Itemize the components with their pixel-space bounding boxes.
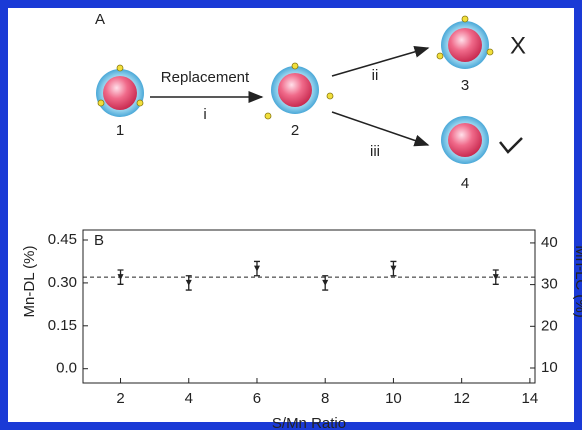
arrow — [332, 112, 428, 145]
figure: A 1 Replacement i 2 ii iii 3 X 4 B 2 4 6 8 1… — [0, 0, 582, 430]
ligand — [462, 16, 468, 22]
check-mark — [500, 138, 522, 152]
x-tick-label: 6 — [253, 390, 261, 407]
particle — [96, 69, 144, 117]
particle — [441, 21, 489, 69]
ligand — [117, 65, 123, 71]
x-tick-label: 14 — [522, 390, 539, 407]
data-point — [186, 280, 192, 286]
particle — [441, 116, 489, 164]
y-tick-label: 0.45 — [48, 231, 77, 248]
particle-label: 2 — [291, 122, 299, 139]
y2-tick-label: 30 — [541, 276, 558, 293]
y2-tick-label: 20 — [541, 317, 558, 334]
y-tick-label: 0.0 — [56, 360, 77, 377]
y-axis-label: Mn-DL (%) — [21, 246, 38, 318]
x-tick-label: 4 — [185, 390, 193, 407]
arrow — [332, 48, 428, 76]
panel-b: B 2 4 6 8 10 12 14 0.0 0.15 0.30 0.45 10 20 30 40 S/Mn … — [21, 230, 582, 430]
x-axis-label: S/Mn Ratio — [272, 415, 346, 430]
panel-label: B — [94, 232, 104, 249]
x-tick-label: 8 — [321, 390, 329, 407]
ligand — [437, 53, 443, 59]
y-tick-label: 0.15 — [48, 317, 77, 334]
y2-axis-label: Mn-LC (%) — [572, 245, 582, 318]
step-label: iii — [370, 143, 380, 160]
particle-label: 4 — [461, 175, 469, 192]
particle-label: 1 — [116, 122, 124, 139]
x-tick-label: 10 — [385, 390, 402, 407]
y2-tick-label: 10 — [541, 359, 558, 376]
data-point — [254, 266, 260, 272]
step-label: i — [203, 106, 206, 123]
particle-label: 3 — [461, 77, 469, 94]
y2-tick-label: 40 — [541, 234, 558, 251]
y-tick-label: 0.30 — [48, 274, 77, 291]
x-tick-label: 2 — [116, 390, 124, 407]
panel-label: A — [95, 11, 105, 28]
panel-a: A 1 Replacement i 2 ii iii 3 X 4 — [95, 11, 526, 192]
ligand — [487, 49, 493, 55]
x-tick-label: 12 — [453, 390, 470, 407]
data-point — [390, 266, 396, 272]
ligand — [292, 63, 298, 69]
ligand — [265, 113, 271, 119]
ligand — [137, 100, 143, 106]
particle — [271, 66, 319, 114]
ligand — [98, 100, 104, 106]
step-label: Replacement — [161, 69, 250, 86]
rejected-mark: X — [510, 32, 526, 59]
plot-frame — [83, 230, 535, 383]
ligand — [327, 93, 333, 99]
data-point — [322, 280, 328, 286]
step-label: ii — [372, 67, 379, 84]
